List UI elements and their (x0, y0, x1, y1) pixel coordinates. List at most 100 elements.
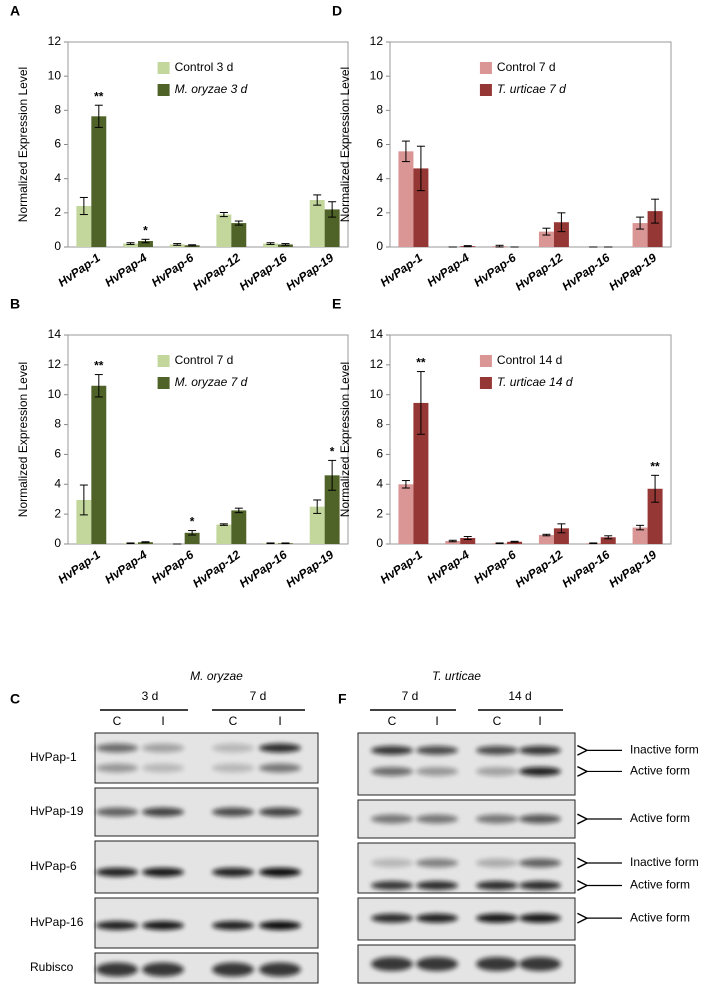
plot-frame (67, 41, 349, 248)
row-label: HvPap-1 (30, 750, 77, 764)
plot-frame (389, 334, 672, 545)
x-tick-label: HvPap-16 (559, 547, 612, 590)
band (142, 962, 184, 977)
band (259, 867, 301, 877)
bar (216, 214, 232, 247)
band (416, 957, 458, 971)
y-tick-label: 6 (54, 137, 61, 151)
band (476, 858, 518, 868)
x-tick-label: HvPap-1 (55, 547, 103, 586)
y-tick-label: 4 (54, 476, 61, 490)
x-tick-label: HvPap-19 (283, 250, 336, 293)
legend-swatch (479, 62, 492, 74)
band (371, 858, 413, 868)
panel-label: B (10, 296, 20, 312)
band (371, 766, 413, 776)
y-tick-label: 14 (370, 327, 384, 341)
bar (231, 223, 247, 247)
x-tick-label: HvPap-19 (606, 250, 659, 293)
band (212, 867, 254, 877)
bar (553, 528, 569, 544)
bar (324, 475, 340, 544)
blot-title: T. urticae (432, 669, 481, 683)
significance: * (143, 223, 148, 237)
x-tick-label: HvPap-16 (237, 250, 290, 293)
y-axis-label: Normalized Expression Level (338, 67, 352, 222)
lane-label: C (113, 714, 122, 728)
x-tick-label: HvPap-12 (190, 250, 243, 293)
lane-label: I (435, 714, 438, 728)
arrow-label: Active form (630, 811, 690, 825)
bar (538, 535, 554, 544)
legend-swatch (479, 84, 492, 96)
y-tick-label: 4 (54, 171, 61, 185)
panel-label: A (10, 3, 20, 19)
arrow-label: Inactive form (630, 743, 699, 757)
band (142, 921, 184, 930)
plot-frame (389, 41, 672, 248)
significance: ** (94, 359, 104, 373)
y-tick-label: 6 (54, 447, 61, 461)
band (371, 745, 413, 755)
bar (398, 151, 414, 247)
band (142, 867, 184, 877)
band (416, 766, 458, 776)
band (476, 957, 518, 971)
bar (76, 499, 92, 544)
bar (216, 524, 232, 544)
y-tick-label: 12 (370, 34, 384, 48)
band (371, 814, 413, 824)
y-tick-label: 2 (376, 205, 383, 219)
bar (263, 243, 278, 247)
panel-label: D (332, 3, 342, 19)
legend-label: Control 7 d (175, 353, 234, 367)
significance: ** (650, 460, 660, 474)
band (96, 921, 138, 930)
bar (76, 206, 92, 247)
legend-swatch (157, 377, 170, 389)
bar (413, 402, 429, 544)
x-tick-label: HvPap-12 (190, 547, 243, 590)
band (416, 881, 458, 890)
x-tick-label: HvPap-4 (102, 250, 150, 289)
significance: * (330, 445, 335, 459)
x-tick-label: HvPap-4 (102, 547, 150, 586)
band (142, 763, 184, 773)
bar (138, 241, 153, 247)
x-tick-label: HvPap-19 (606, 547, 659, 590)
bar (632, 527, 648, 544)
y-tick-label: 12 (48, 357, 62, 371)
band (259, 807, 301, 817)
legend-label: T. urticae 7 d (497, 82, 566, 96)
bar (413, 168, 429, 247)
band (519, 881, 561, 890)
lane-label: I (161, 714, 164, 728)
y-tick-label: 10 (48, 68, 62, 82)
y-axis-label: Normalized Expression Level (16, 67, 30, 222)
band (96, 743, 138, 753)
band (519, 858, 561, 868)
group-label: 7 d (250, 689, 267, 703)
x-tick-label: HvPap-6 (471, 547, 519, 586)
bar (91, 116, 107, 247)
x-tick-label: HvPap-19 (283, 547, 336, 590)
band (259, 962, 301, 977)
lane-label: C (229, 714, 238, 728)
y-tick-label: 10 (370, 387, 384, 401)
y-tick-label: 0 (54, 536, 61, 550)
blot (94, 732, 319, 784)
band (476, 881, 518, 890)
band (519, 957, 561, 971)
y-tick-label: 2 (376, 506, 383, 520)
band (416, 745, 458, 755)
row-label: HvPap-6 (30, 859, 77, 873)
y-tick-label: 12 (48, 34, 62, 48)
band (371, 881, 413, 890)
band (519, 913, 561, 923)
y-axis-label: Normalized Expression Level (16, 362, 30, 517)
x-tick-label: HvPap-1 (378, 547, 426, 586)
legend-label: Control 3 d (175, 60, 234, 74)
x-tick-label: HvPap-6 (149, 547, 197, 586)
group-label: 3 d (142, 689, 159, 703)
